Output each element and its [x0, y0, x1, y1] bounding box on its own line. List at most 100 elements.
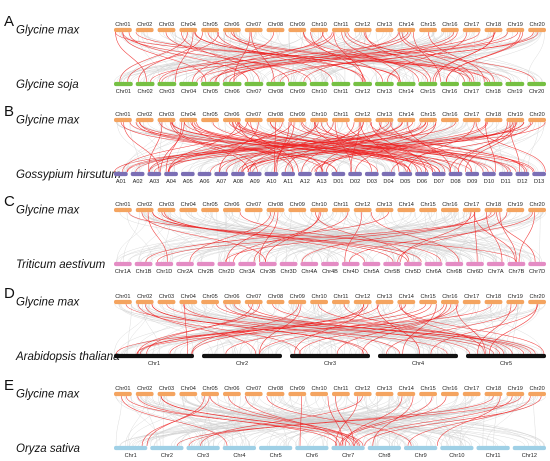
red-link	[137, 304, 260, 354]
top-chromosome-label: Chr09	[290, 22, 305, 28]
grey-link	[267, 212, 496, 262]
red-link	[401, 32, 495, 82]
top-chromosome	[419, 391, 437, 397]
bottom-chromosome	[135, 81, 155, 87]
grey-link	[435, 212, 465, 262]
bottom-chromosome-label: A10	[266, 179, 276, 185]
grey-link	[450, 212, 508, 262]
grey-link	[190, 304, 280, 354]
red-link	[302, 122, 535, 172]
red-link	[126, 122, 389, 172]
bottom-chromosome-label: Chr14	[399, 89, 414, 95]
top-chromosome	[244, 207, 263, 213]
bottom-chromosome-label: A05	[183, 179, 193, 185]
bottom-chromosome-label: Chr1B	[136, 269, 152, 275]
bottom-chromosome-label: D07	[434, 179, 444, 185]
red-link	[273, 122, 276, 172]
grey-link	[188, 122, 222, 172]
red-link	[485, 122, 496, 172]
bottom-chromosome-label: Chr20	[529, 89, 544, 95]
red-link	[354, 396, 513, 446]
red-link	[184, 304, 188, 354]
top-chromosome	[244, 27, 263, 33]
bottom-chromosome	[266, 81, 285, 87]
bottom-chromosome	[150, 445, 184, 451]
top-chromosome	[419, 299, 437, 305]
red-link	[137, 396, 338, 446]
grey-link	[398, 212, 533, 262]
bottom-chromosome	[505, 81, 525, 87]
bottom-chromosome-label: Chr5A	[363, 269, 379, 275]
top-chromosome	[179, 391, 198, 397]
grey-link	[473, 32, 478, 82]
red-link	[170, 122, 249, 172]
bottom-chromosome	[466, 261, 484, 267]
red-link	[239, 212, 442, 262]
bottom-chromosome	[176, 261, 194, 267]
red-link	[135, 122, 414, 172]
top-chromosome	[223, 207, 241, 213]
grey-link	[455, 32, 542, 82]
bottom-chromosome	[424, 261, 443, 267]
bottom-chromosome-label: A09	[250, 179, 260, 185]
top-chromosome	[528, 117, 546, 123]
top-chromosome	[397, 117, 416, 123]
top-chromosome	[310, 391, 328, 397]
top-chromosome	[266, 391, 285, 397]
red-link	[376, 304, 420, 354]
panel-letter: D	[4, 285, 15, 302]
top-chromosome-label: Chr15	[420, 22, 435, 28]
bottom-chromosome-label: D02	[350, 179, 360, 185]
top-chromosome	[201, 117, 219, 123]
grey-link	[234, 32, 522, 82]
top-chromosome-label: Chr12	[355, 112, 370, 118]
bottom-chromosome-label: Chr01	[116, 89, 131, 95]
red-link	[233, 32, 251, 82]
grey-link	[276, 32, 325, 82]
bottom-chromosome	[331, 81, 351, 87]
top-chromosome	[528, 207, 546, 213]
red-link	[237, 122, 422, 172]
top-chromosome	[157, 391, 176, 397]
top-chromosome-label: Chr01	[115, 386, 130, 392]
top-chromosome-label: Chr16	[442, 386, 457, 392]
top-chromosome	[528, 299, 546, 305]
grey-link	[209, 212, 339, 262]
red-link	[122, 32, 311, 82]
red-link	[233, 212, 349, 262]
red-link	[231, 32, 488, 82]
grey-link	[443, 32, 446, 82]
top-chromosome	[223, 27, 241, 33]
red-link	[344, 212, 363, 262]
top-chromosome	[310, 117, 328, 123]
top-chromosome	[353, 391, 372, 397]
red-link	[301, 212, 475, 262]
red-link	[169, 304, 369, 354]
red-link	[147, 212, 168, 262]
bottom-chromosome	[507, 261, 526, 267]
red-link	[325, 122, 429, 172]
red-link	[165, 32, 290, 82]
top-chromosome-label: Chr14	[399, 112, 414, 118]
grey-link	[120, 212, 334, 262]
bottom-chromosome	[415, 171, 429, 177]
top-chromosome-label: Chr18	[486, 202, 501, 208]
grey-link	[440, 396, 517, 446]
panel-letter: E	[4, 377, 14, 394]
bottom-chromosome-label: A07	[216, 179, 226, 185]
grey-link	[371, 212, 517, 262]
top-chromosome-label: Chr05	[202, 202, 217, 208]
bottom-chromosome	[157, 81, 177, 87]
top-chromosome	[397, 391, 416, 397]
top-chromosome-label: Chr14	[399, 386, 414, 392]
bottom-chromosome-label: Chr7D	[529, 269, 545, 275]
bottom-chromosome-label: A03	[149, 179, 159, 185]
top-chromosome-label: Chr20	[529, 294, 544, 300]
bottom-chromosome-label: Chr4	[412, 361, 424, 367]
grey-link	[374, 396, 378, 446]
red-link	[121, 396, 228, 446]
grey-link	[355, 212, 395, 262]
top-chromosome-label: Chr20	[529, 112, 544, 118]
bottom-chromosome	[348, 171, 362, 177]
